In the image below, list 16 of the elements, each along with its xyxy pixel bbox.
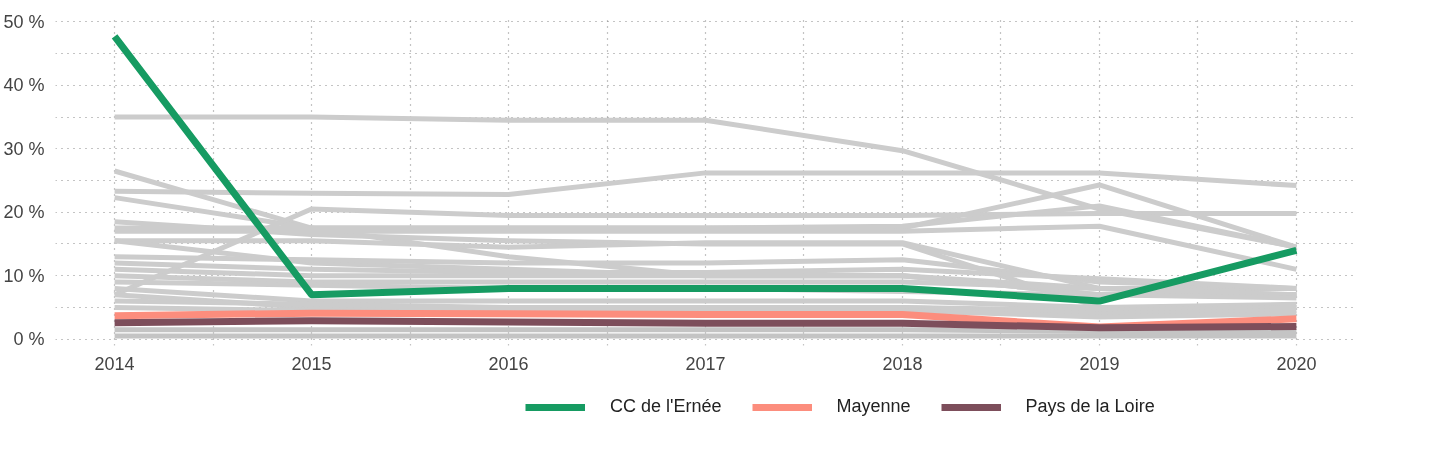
legend-label: Mayenne	[836, 396, 911, 417]
legend-label: CC de l'Ernée	[610, 396, 722, 417]
x-tick-label: 2018	[882, 353, 923, 374]
y-tick-label: 40 %	[3, 75, 45, 96]
x-tick-label: 2019	[1079, 353, 1120, 374]
y-tick-label: 0 %	[13, 329, 45, 350]
y-tick-label: 30 %	[3, 138, 45, 159]
x-tick-label: 2015	[291, 353, 332, 374]
x-tick-label: 2016	[488, 353, 529, 374]
y-tick-label: 20 %	[3, 202, 45, 223]
x-tick-label: 2020	[1276, 353, 1317, 374]
x-tick-label: 2014	[94, 353, 135, 374]
y-tick-label: 50 %	[3, 11, 45, 32]
legend-label: Pays de la Loire	[1025, 396, 1155, 417]
y-tick-label: 10 %	[3, 265, 45, 286]
x-tick-label: 2017	[685, 353, 726, 374]
